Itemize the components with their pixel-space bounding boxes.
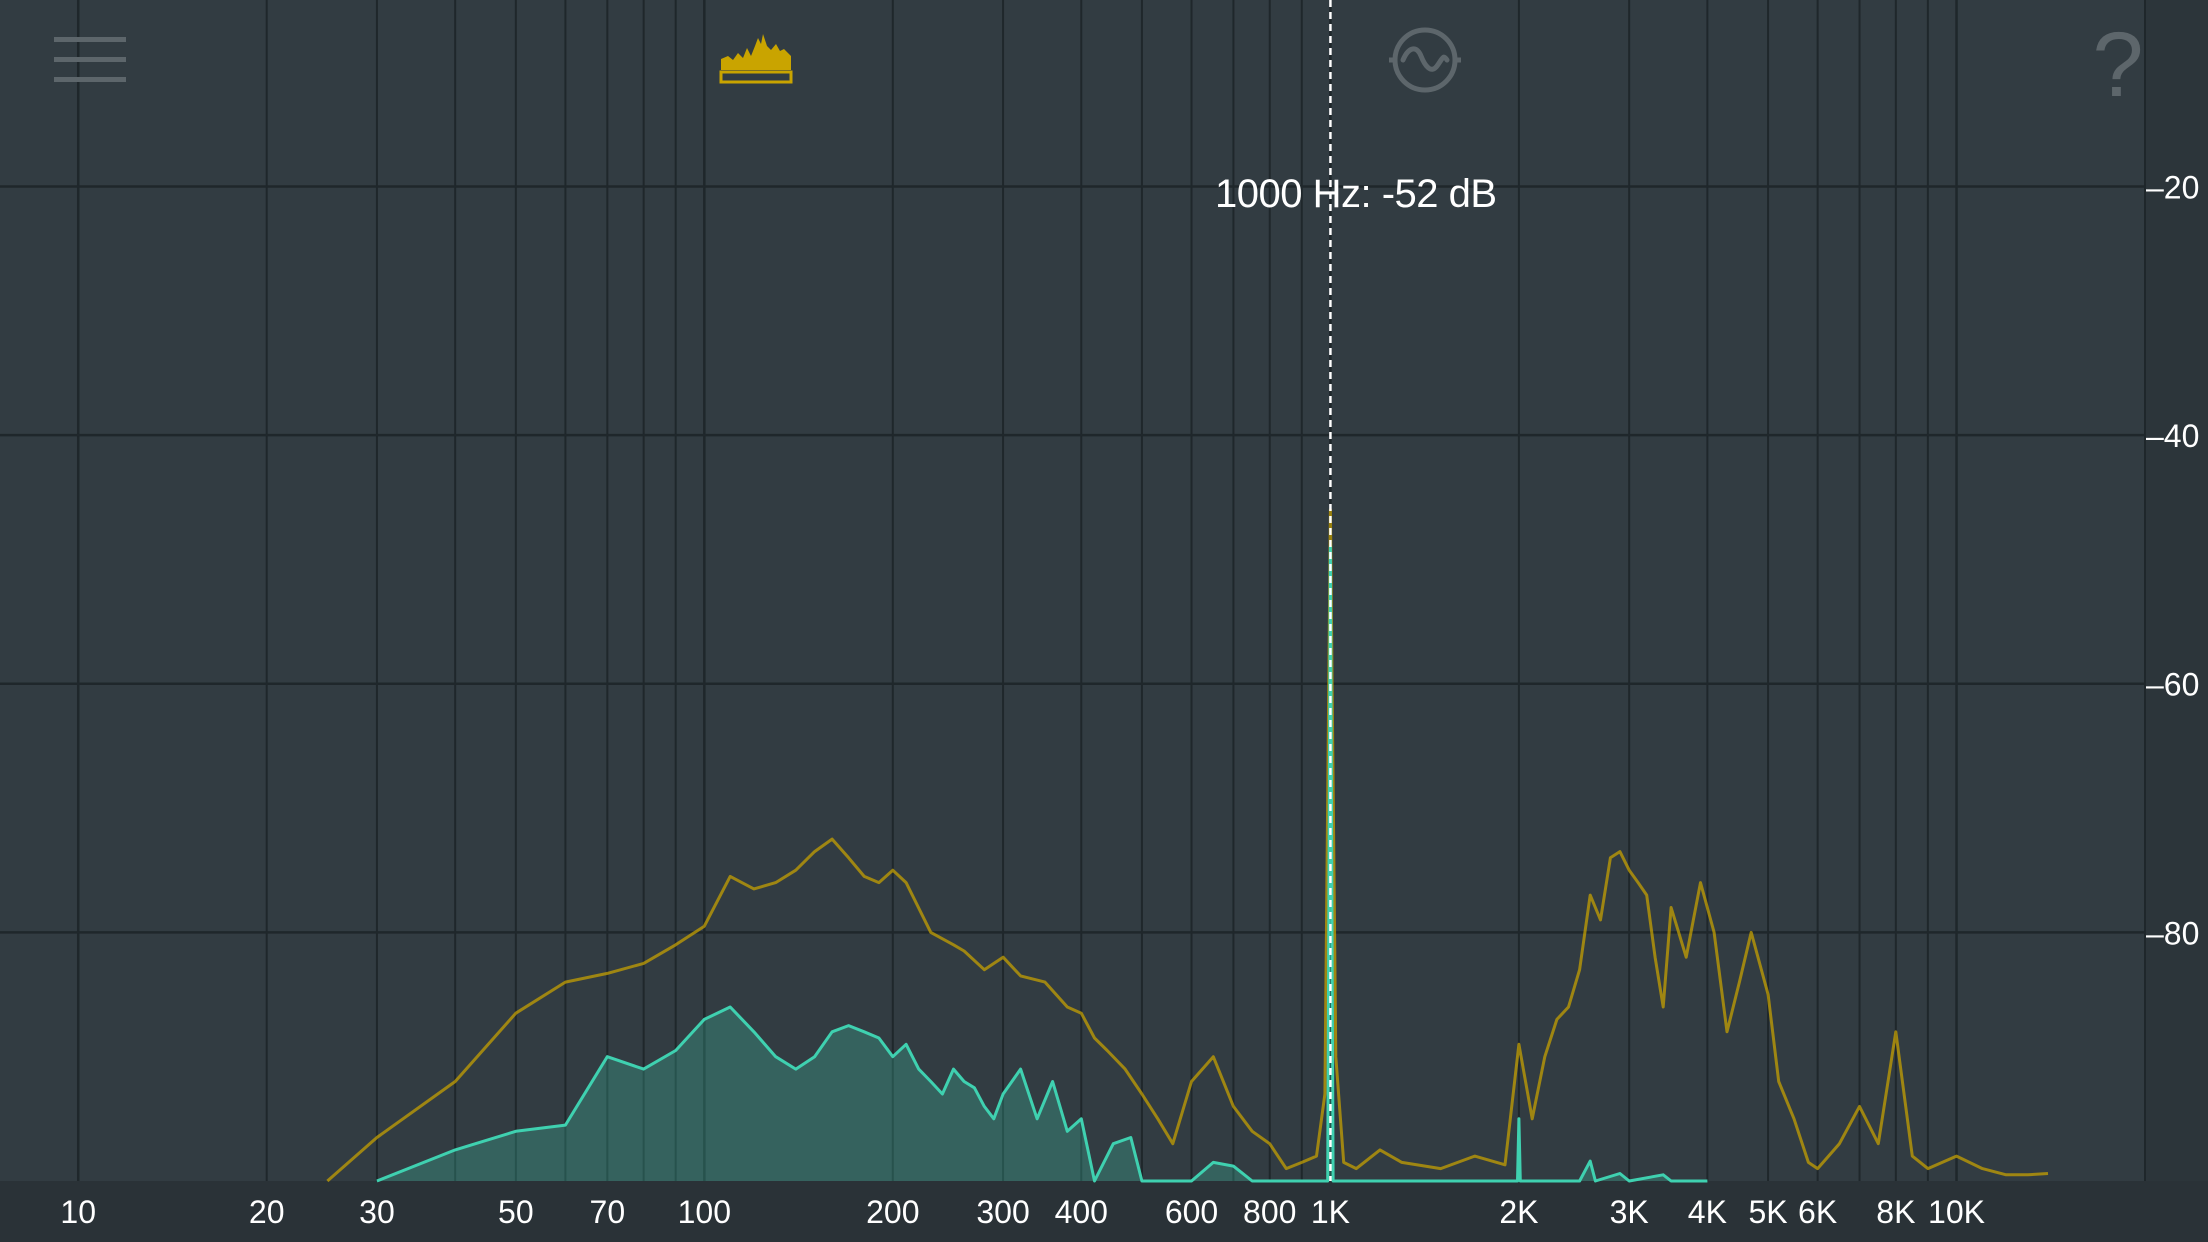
x-tick-label: 800 bbox=[1243, 1194, 1296, 1230]
y-tick-labels: –20 –40 –60 –80 bbox=[2146, 169, 2199, 951]
x-tick-label: 10 bbox=[60, 1194, 96, 1230]
y-tick-label: –20 bbox=[2146, 169, 2199, 205]
series-layer bbox=[326, 508, 2049, 1183]
help-label: ? bbox=[2092, 20, 2143, 100]
x-tick-label: 5K bbox=[1748, 1194, 1787, 1230]
x-tick-label: 4K bbox=[1688, 1194, 1727, 1230]
x-tick-label: 6K bbox=[1798, 1194, 1837, 1230]
menu-button[interactable] bbox=[50, 20, 130, 100]
x-tick-label: 600 bbox=[1165, 1194, 1218, 1230]
hamburger-menu-icon bbox=[54, 37, 126, 82]
spectrum-analyzer-icon bbox=[719, 34, 793, 84]
x-axis-strip bbox=[0, 1181, 2208, 1242]
x-tick-label: 400 bbox=[1055, 1194, 1108, 1230]
y-tick-label: –80 bbox=[2146, 915, 2199, 951]
x-tick-label: 300 bbox=[976, 1194, 1029, 1230]
series-line-0 bbox=[326, 508, 2049, 1183]
plot-area[interactable] bbox=[0, 0, 2145, 1181]
y-tick-label: –40 bbox=[2146, 418, 2199, 454]
spectrum-button[interactable] bbox=[716, 20, 796, 100]
help-button[interactable]: ? bbox=[2078, 20, 2158, 100]
x-tick-label: 3K bbox=[1610, 1194, 1649, 1230]
cursor-readout: 1000 Hz: -52 dB bbox=[1215, 172, 1497, 216]
y-axis-strip bbox=[2145, 0, 2208, 1181]
x-tick-label: 8K bbox=[1876, 1194, 1915, 1230]
signal-generator-button[interactable] bbox=[1385, 20, 1465, 100]
x-tick-label: 70 bbox=[590, 1194, 626, 1230]
series-area-fill-1 bbox=[376, 547, 1708, 1181]
x-tick-label: 2K bbox=[1499, 1194, 1538, 1230]
x-tick-label: 20 bbox=[249, 1194, 285, 1230]
x-tick-labels: 10 20 30 50 70 100 200 300 400 600 800 1K 2K 3K 4K 5K 6K… bbox=[60, 1194, 1985, 1230]
x-tick-label: 10K bbox=[1928, 1194, 1985, 1230]
series-line-1 bbox=[376, 545, 1708, 1183]
x-tick-label: 1K bbox=[1311, 1194, 1350, 1230]
sine-wave-signal-icon bbox=[1389, 27, 1461, 93]
x-tick-label: 50 bbox=[498, 1194, 534, 1230]
question-mark-icon: ? bbox=[2092, 20, 2143, 100]
x-tick-label: 200 bbox=[866, 1194, 919, 1230]
x-tick-label: 30 bbox=[359, 1194, 395, 1230]
grid-lines bbox=[0, 0, 2146, 1181]
y-tick-label: –60 bbox=[2146, 667, 2199, 703]
x-tick-label: 100 bbox=[678, 1194, 731, 1230]
